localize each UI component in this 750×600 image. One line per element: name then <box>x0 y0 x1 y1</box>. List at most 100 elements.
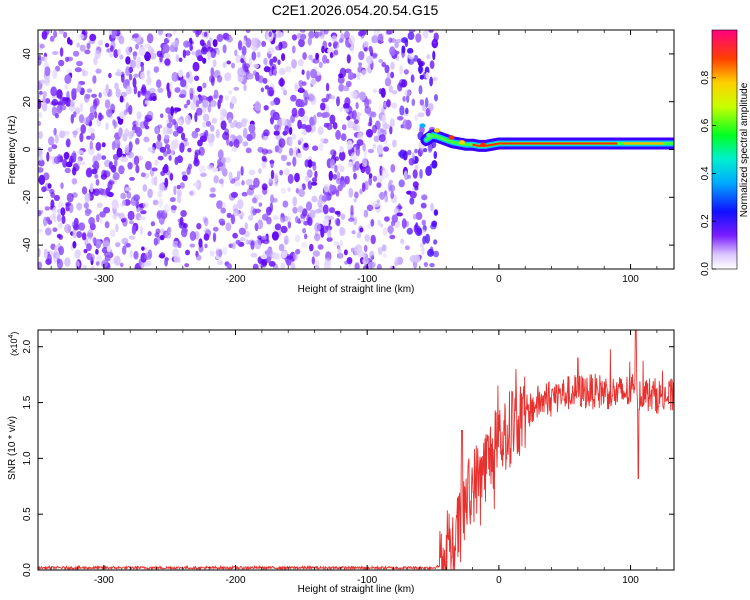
noise-speck <box>112 201 120 210</box>
noise-speck <box>350 43 355 54</box>
noise-speck <box>257 75 264 83</box>
noise-speck <box>406 93 410 103</box>
noise-speck <box>433 151 438 159</box>
x-tick-label: -100 <box>357 274 377 285</box>
noise-speck <box>74 67 82 73</box>
noise-speck <box>121 156 129 163</box>
noise-speck <box>56 257 61 265</box>
noise-speck <box>175 54 180 63</box>
noise-speck <box>270 116 274 125</box>
x-tick-label: -100 <box>357 575 377 586</box>
noise-speck <box>193 182 200 187</box>
noise-speck <box>348 217 355 222</box>
noise-speck <box>173 185 177 196</box>
noise-speck <box>108 180 115 186</box>
noise-speck <box>429 60 435 69</box>
noise-speck <box>363 209 369 218</box>
noise-speck <box>141 84 147 94</box>
noise-speck <box>135 164 140 174</box>
noise-speck <box>115 88 121 98</box>
noise-speck <box>64 167 71 174</box>
noise-speck <box>356 139 364 147</box>
noise-speck <box>346 140 353 150</box>
noise-speck <box>269 58 274 66</box>
noise-speck <box>381 114 387 125</box>
noise-speck <box>157 87 164 94</box>
noise-speck <box>370 234 376 245</box>
noise-speck <box>211 117 218 124</box>
noise-speck <box>194 149 201 156</box>
noise-speck <box>133 194 140 202</box>
noise-speck <box>118 165 125 175</box>
noise-speck <box>284 125 290 135</box>
noise-speck <box>280 41 288 49</box>
noise-speck <box>119 262 124 268</box>
noise-speck <box>179 142 185 153</box>
noise-speck <box>250 240 255 250</box>
noise-speck <box>44 56 48 63</box>
noise-speck <box>43 77 50 87</box>
noise-speck <box>232 232 238 239</box>
noise-speck <box>304 175 310 183</box>
noise-speck <box>311 256 315 265</box>
x-tick-label: -300 <box>94 575 114 586</box>
noise-speck <box>348 75 354 80</box>
noise-speck <box>128 141 133 152</box>
noise-speck <box>282 200 289 208</box>
noise-speck <box>428 102 434 112</box>
trace-blob <box>480 142 487 147</box>
noise-speck <box>346 54 351 64</box>
trace-blob <box>459 140 465 145</box>
noise-speck <box>53 252 61 259</box>
noise-speck <box>350 247 355 253</box>
noise-speck <box>378 59 384 63</box>
noise-speck <box>245 37 252 48</box>
noise-speck <box>153 237 158 246</box>
noise-speck <box>170 140 177 151</box>
noise-speck <box>99 211 106 218</box>
noise-speck <box>195 30 200 38</box>
noise-speck <box>274 253 281 260</box>
noise-speck <box>64 257 71 267</box>
noise-speck <box>152 199 159 206</box>
noise-speck <box>301 129 307 136</box>
noise-speck <box>409 197 415 205</box>
noise-speck <box>250 252 258 258</box>
noise-speck <box>292 156 297 167</box>
noise-speck <box>163 151 168 157</box>
bottom-y-axis: 0.0 0.5 1.0 1.5 2.0 <box>22 339 674 577</box>
noise-speck <box>354 262 360 269</box>
noise-speck <box>144 51 151 62</box>
noise-speck <box>154 159 159 166</box>
noise-speck <box>427 248 435 257</box>
noise-speck <box>419 99 425 106</box>
noise-speck <box>397 116 404 121</box>
noise-speck <box>132 51 138 57</box>
noise-speck <box>416 58 422 64</box>
noise-speck <box>157 133 162 142</box>
noise-speck <box>58 246 64 256</box>
noise-speck <box>106 245 112 253</box>
noise-speck <box>339 106 343 112</box>
noise-speck <box>260 87 265 93</box>
noise-speck <box>89 140 94 150</box>
noise-speck <box>312 58 320 64</box>
noise-speck <box>263 66 271 73</box>
noise-speck <box>292 206 298 214</box>
noise-speck <box>164 58 171 66</box>
noise-speck <box>173 254 181 264</box>
noise-speck <box>231 62 235 69</box>
noise-speck <box>309 116 315 127</box>
noise-speck <box>329 95 336 100</box>
noise-speck <box>290 262 296 269</box>
noise-speck <box>277 59 281 65</box>
noise-speck <box>366 55 374 65</box>
noise-speck <box>38 54 42 60</box>
noise-speck <box>402 119 409 130</box>
noise-speck <box>350 204 354 216</box>
noise-speck <box>280 187 287 194</box>
noise-speck <box>210 187 216 193</box>
noise-speck <box>344 175 350 185</box>
noise-speck <box>309 243 314 252</box>
bottom-scale-label: (x104) <box>8 332 19 356</box>
